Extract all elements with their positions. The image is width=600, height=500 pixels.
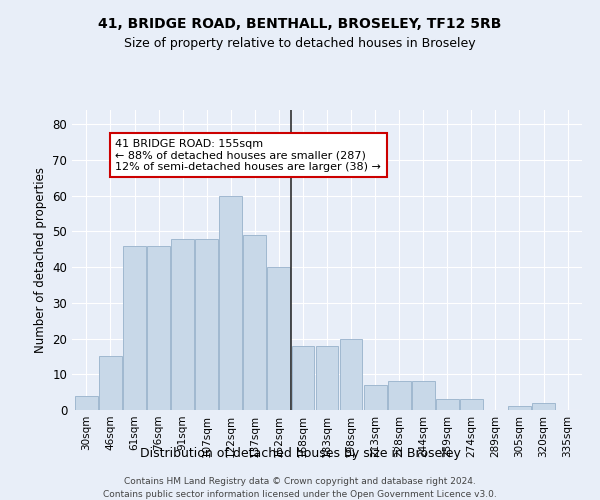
Bar [123, 246, 146, 410]
Bar [340, 338, 362, 410]
Bar [532, 403, 555, 410]
Bar [171, 238, 194, 410]
Bar [436, 400, 459, 410]
Text: Size of property relative to detached houses in Broseley: Size of property relative to detached ho… [124, 38, 476, 51]
Bar [220, 196, 242, 410]
Text: Contains public sector information licensed under the Open Government Licence v3: Contains public sector information licen… [103, 490, 497, 499]
Bar [388, 382, 410, 410]
Bar [364, 385, 386, 410]
Y-axis label: Number of detached properties: Number of detached properties [34, 167, 47, 353]
Text: Distribution of detached houses by size in Broseley: Distribution of detached houses by size … [140, 448, 460, 460]
Bar [508, 406, 531, 410]
Bar [244, 235, 266, 410]
Text: 41 BRIDGE ROAD: 155sqm
← 88% of detached houses are smaller (287)
12% of semi-de: 41 BRIDGE ROAD: 155sqm ← 88% of detached… [115, 138, 381, 172]
Bar [75, 396, 98, 410]
Bar [147, 246, 170, 410]
Bar [316, 346, 338, 410]
Text: Contains HM Land Registry data © Crown copyright and database right 2024.: Contains HM Land Registry data © Crown c… [124, 478, 476, 486]
Text: 41, BRIDGE ROAD, BENTHALL, BROSELEY, TF12 5RB: 41, BRIDGE ROAD, BENTHALL, BROSELEY, TF1… [98, 18, 502, 32]
Bar [195, 238, 218, 410]
Bar [292, 346, 314, 410]
Bar [460, 400, 483, 410]
Bar [268, 267, 290, 410]
Bar [99, 356, 122, 410]
Bar [412, 382, 434, 410]
